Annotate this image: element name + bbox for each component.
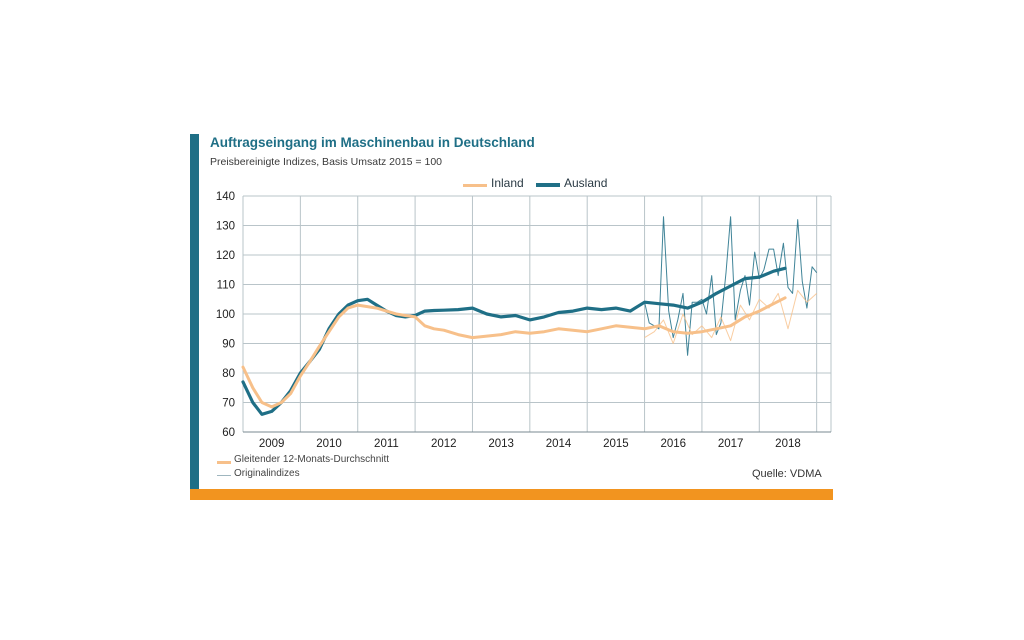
y-tick-label: 120 (216, 250, 235, 262)
x-tick-label: 2016 (660, 438, 686, 450)
legend-label-ausland: Ausland (564, 176, 608, 190)
legend-swatch-original (217, 475, 231, 476)
x-tick-label: 2015 (603, 438, 629, 450)
y-tick-label: 80 (222, 368, 235, 380)
series-line-inland-avg (241, 296, 787, 409)
x-tick-label: 2012 (431, 438, 457, 450)
chart-subtitle: Preisbereinigte Indizes, Basis Umsatz 20… (210, 156, 442, 168)
x-tick-label: 2017 (718, 438, 744, 450)
y-tick-label: 90 (222, 339, 235, 351)
y-tick-label: 60 (222, 427, 235, 439)
x-tick-label: 2009 (259, 438, 285, 450)
x-tick-label: 2013 (488, 438, 514, 450)
chart-title: Auftragseingang im Maschinenbau in Deuts… (210, 135, 535, 150)
legend-swatch-ausland (536, 183, 560, 187)
legend-swatch-inland (463, 184, 487, 187)
y-tick-label: 130 (216, 221, 235, 233)
source-note: Quelle: VDMA (752, 468, 822, 480)
legend-label-moving-avg: Gleitender 12-Monats-Durchschnitt (234, 454, 390, 465)
y-tick-label: 110 (217, 280, 235, 292)
legend-label-original: Originalindizes (234, 468, 300, 479)
x-tick-label: 2018 (775, 438, 801, 450)
x-tick-label: 2014 (546, 438, 572, 450)
y-tick-label: 140 (216, 191, 235, 203)
series-line-inland-original (644, 289, 818, 344)
y-tick-label: 70 (222, 398, 235, 410)
y-tick-label: 100 (216, 309, 235, 321)
x-tick-label: 2011 (374, 438, 399, 450)
series-line-ausland-original (644, 216, 818, 356)
x-tick-label: 2010 (316, 438, 342, 450)
legend-label-inland: Inland (491, 176, 524, 190)
bottom-accent-bar (190, 489, 833, 500)
accent-bar (190, 134, 199, 489)
legend-swatch-moving-avg (217, 461, 231, 464)
